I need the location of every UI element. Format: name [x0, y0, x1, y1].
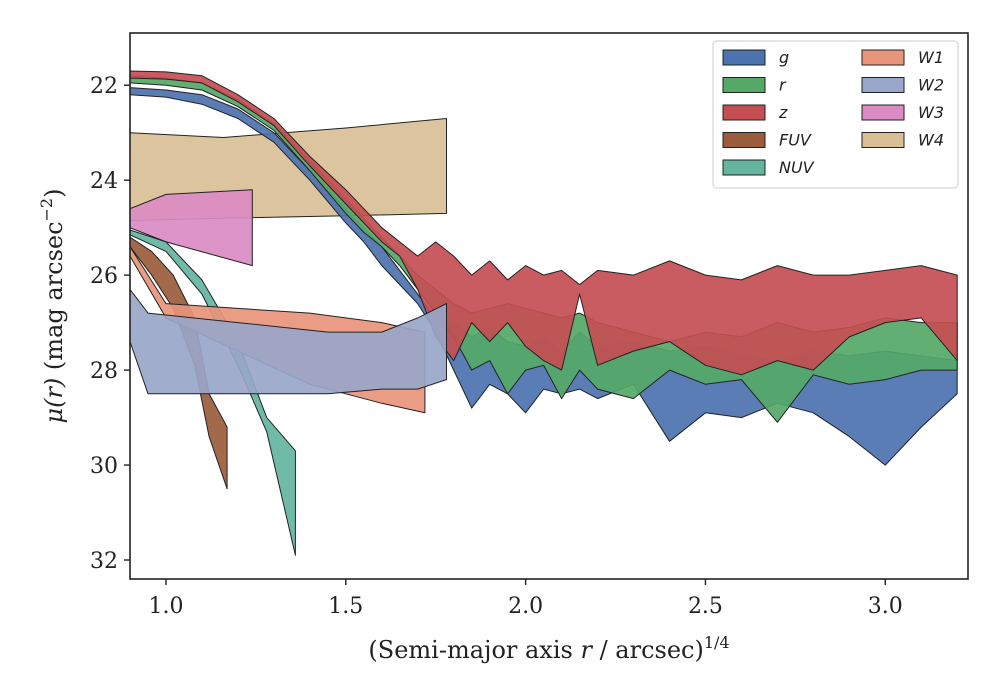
legend-label-w2: W2	[918, 76, 944, 95]
legend-label-w1: W1	[918, 48, 944, 67]
legend-label-z: z	[778, 103, 788, 122]
y-tick-label: 22	[90, 74, 118, 99]
legend-swatch-r	[722, 77, 766, 93]
legend-swatch-w4	[861, 132, 905, 148]
y-tick-label: 30	[90, 454, 118, 479]
legend-label-r: r	[779, 76, 787, 95]
y-tick-label: 32	[90, 549, 118, 574]
y-tick-label: 28	[90, 359, 118, 384]
x-tick-label: 2.5	[688, 594, 723, 619]
x-axis-label: (Semi-major axis r / arcsec)1/4	[368, 633, 729, 664]
legend-swatch-z	[722, 104, 766, 121]
band-areas	[130, 70, 958, 556]
legend: grz FUV NUV W1 W2 W3 W4	[712, 40, 959, 189]
band-fuv	[130, 236, 228, 490]
band-w3	[130, 189, 253, 267]
legend-label-w3: W3	[918, 103, 944, 122]
y-tick-label: 26	[90, 264, 118, 289]
legend-swatch-fuv	[722, 132, 766, 148]
x-axis: 1.0 1.5 2.0 2.5 3.0	[148, 579, 903, 619]
legend-swatch-w1	[861, 49, 905, 66]
x-tick-label: 1.0	[148, 594, 183, 619]
legend-label-fuv: FUV	[779, 131, 812, 150]
legend-label-g: g	[779, 48, 789, 67]
band-z	[130, 70, 958, 376]
x-tick-label: 1.5	[328, 594, 363, 619]
legend-swatch-g	[722, 49, 766, 66]
plot-frame	[129, 32, 969, 580]
y-tick-label: 24	[90, 169, 118, 194]
band-w2	[130, 288, 447, 395]
legend-label-w4: W4	[918, 131, 944, 150]
y-axis-label: μ(r) (mag arcsec−2)	[37, 189, 68, 424]
legend-swatch-nuv	[722, 159, 766, 176]
y-axis: 22 24 26 28 30 32	[90, 74, 130, 574]
x-tick-label: 3.0	[868, 594, 903, 619]
x-tick-label: 2.0	[508, 594, 543, 619]
legend-swatch-w2	[861, 77, 905, 93]
band-nuv	[130, 229, 296, 556]
legend-label-nuv: NUV	[779, 158, 815, 177]
legend-swatch-w3	[861, 104, 905, 121]
